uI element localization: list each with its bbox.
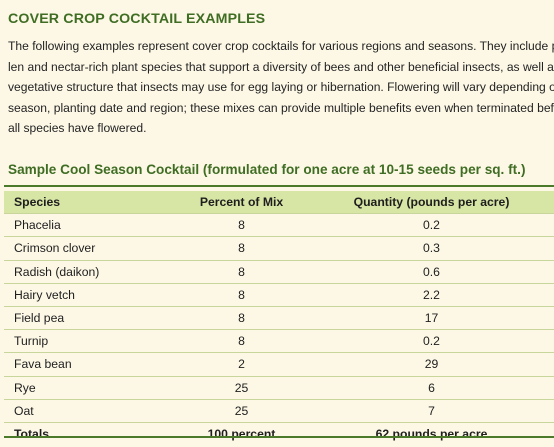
cocktail-table: Species Percent of Mix Quantity (pounds …	[4, 191, 554, 446]
table-row: Fava bean 2 29	[4, 352, 554, 377]
table-row: Oat 25 7	[4, 399, 554, 423]
column-header-species: Species	[14, 195, 61, 209]
quantity-cell: 17	[424, 311, 439, 326]
table-row: Radish (daikon) 8 0.6	[4, 260, 554, 284]
quantity-cell: 7	[428, 403, 435, 418]
percent-cell: 8	[238, 334, 245, 349]
intro-line: season, planting date and region; these …	[8, 100, 554, 115]
column-header-percent: Percent of Mix	[199, 195, 284, 209]
table-row: Field pea 8 17	[4, 306, 554, 330]
species-cell: Crimson clover	[14, 241, 96, 256]
percent-cell: 25	[234, 380, 249, 395]
percent-cell: 8	[238, 241, 245, 256]
intro-line: vegetative structure that insects may us…	[8, 80, 554, 94]
table-row: Turnip 8 0.2	[4, 329, 554, 353]
percent-cell: 8	[238, 311, 245, 326]
table-row: Phacelia 8 0.2	[4, 213, 554, 237]
intro-line: The following examples represent cover c…	[8, 39, 554, 53]
table-row: Crimson clover 8 0.3	[4, 236, 554, 261]
species-cell: Oat	[14, 403, 34, 418]
species-cell: Fava bean	[14, 357, 72, 372]
table-row: Rye 25 6	[4, 376, 554, 400]
percent-cell: 8	[238, 264, 245, 279]
quantity-cell: 2.2	[423, 287, 440, 302]
table-row: Hairy vetch 8 2.2	[4, 283, 554, 307]
species-cell: Phacelia	[14, 218, 61, 233]
totals-label: Totals	[14, 427, 49, 442]
species-cell: Turnip	[14, 334, 49, 349]
quantity-cell: 0.6	[423, 264, 440, 279]
quantity-cell: 0.3	[423, 241, 440, 256]
percent-cell: 8	[238, 287, 245, 302]
quantity-cell: 6	[428, 380, 435, 395]
table-top-rule	[4, 185, 554, 187]
section-heading: COVER CROP COCKTAIL EXAMPLES	[8, 11, 266, 27]
percent-cell: 25	[234, 403, 249, 418]
species-cell: Hairy vetch	[14, 287, 75, 302]
totals-percent: 100 percent	[207, 427, 276, 442]
table-header-row: Species Percent of Mix Quantity (pounds …	[4, 191, 554, 214]
intro-paragraph: The following examples represent cover c…	[8, 36, 554, 139]
totals-quantity: 62 pounds per acre	[375, 427, 488, 442]
species-cell: Field pea	[14, 311, 65, 326]
percent-cell: 2	[238, 357, 245, 372]
table-title: Sample Cool Season Cocktail (formulated …	[8, 162, 526, 177]
quantity-cell: 29	[424, 357, 439, 372]
intro-line: all species have flowered.	[8, 121, 147, 135]
table-bottom-rule	[4, 436, 554, 438]
species-cell: Radish (daikon)	[14, 264, 100, 279]
column-header-quantity: Quantity (pounds per acre)	[353, 195, 510, 209]
quantity-cell: 0.2	[423, 218, 440, 233]
totals-row: Totals 100 percent 62 pounds per acre	[4, 422, 554, 446]
percent-cell: 8	[238, 218, 245, 233]
quantity-cell: 0.2	[423, 334, 440, 349]
intro-line: len and nectar-rich plant species that s…	[8, 59, 554, 74]
species-cell: Rye	[14, 380, 36, 395]
